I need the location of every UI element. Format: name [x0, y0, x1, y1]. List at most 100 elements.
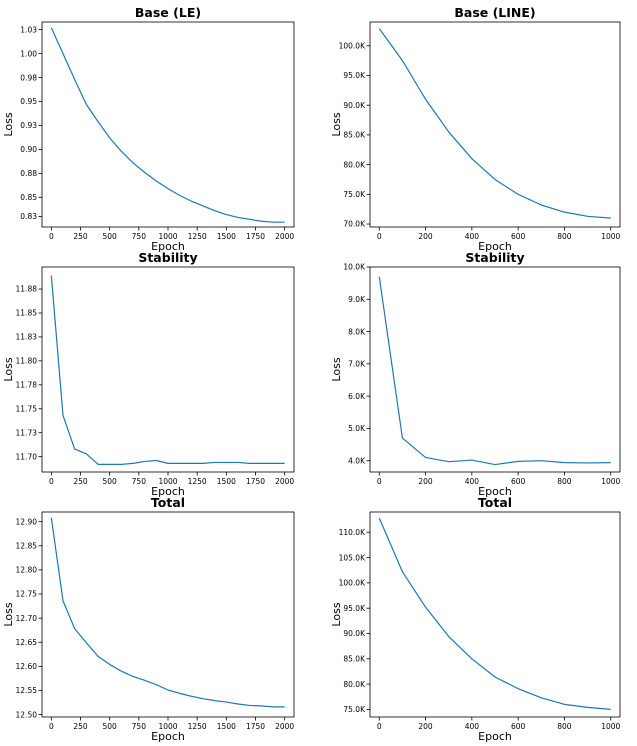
x-axis-label: Epoch [151, 485, 185, 498]
x-tick-label: 250 [73, 477, 88, 486]
y-tick-label: 105.0K [339, 553, 366, 562]
x-tick-label: 500 [103, 477, 118, 486]
y-tick-label: 5.0K [348, 424, 366, 433]
y-tick-label: 11.85 [16, 309, 38, 318]
y-tick-label: 7.0K [348, 360, 366, 369]
y-tick-label: 0.95 [20, 97, 37, 106]
x-tick-label: 1250 [188, 477, 207, 486]
x-tick-label: 1500 [217, 722, 236, 731]
x-tick-label: 750 [132, 477, 147, 486]
x-tick-label: 750 [132, 722, 147, 731]
x-tick-label: 750 [132, 232, 147, 241]
y-tick-label: 100.0K [339, 579, 366, 588]
y-tick-label: 4.0K [348, 456, 366, 465]
y-tick-label: 11.80 [16, 357, 38, 366]
x-tick-label: 0 [49, 232, 54, 241]
y-tick-label: 85.0K [343, 131, 366, 140]
y-tick-label: 1.03 [20, 25, 37, 34]
y-tick-label: 70.0K [343, 220, 366, 229]
loss-series-line [50, 275, 285, 465]
chart-title: Total [478, 495, 512, 510]
x-tick-label: 400 [465, 232, 480, 241]
chart-panel-6: Total 0 200 400 600 800 1000 75.0K 80.0K 85.0K 90.… [330, 495, 621, 743]
axes-frame [369, 266, 621, 473]
chart-panel-1: Base (LE) 0 250 500 750 1000 1250 1500 1750 2000 0… [2, 5, 294, 253]
y-tick-label: 90.0K [343, 629, 366, 638]
x-axis-label: Epoch [151, 730, 185, 743]
y-tick-label: 0.98 [20, 73, 37, 82]
y-tick-label: 100.0K [339, 41, 366, 50]
x-tick-label: 1750 [246, 232, 265, 241]
y-tick-label: 95.0K [343, 604, 366, 613]
y-axis-label: Loss [2, 112, 15, 136]
x-tick-label: 1000 [601, 232, 620, 241]
chart-panel-3: Stability 0 250 500 750 1000 1250 1500 1750 2000 1… [2, 250, 294, 498]
chart-title: Base (LE) [135, 5, 201, 20]
chart-title: Stability [138, 250, 197, 265]
x-axis-label: Epoch [478, 485, 512, 498]
loss-series-line [378, 28, 611, 219]
x-tick-label: 2000 [275, 722, 294, 731]
x-tick-label: 600 [511, 722, 526, 731]
x-axis-label: Epoch [151, 240, 185, 253]
y-axis-label: Loss [2, 357, 15, 381]
x-tick-label: 1000 [158, 722, 177, 731]
x-tick-label: 0 [49, 722, 54, 731]
y-tick-label: 10.0K [343, 263, 366, 272]
y-tick-label: 0.93 [20, 121, 37, 130]
y-axis-label: Loss [330, 112, 343, 136]
y-tick-label: 12.50 [16, 710, 38, 719]
chart-panel-4: Stability 0 200 400 600 800 1000 4.0K 5.0K 6.0K 7.… [330, 250, 621, 498]
axes-frame [41, 266, 295, 473]
y-tick-label: 12.75 [16, 590, 38, 599]
chart-title: Total [151, 495, 185, 510]
chart-title: Base (LINE) [454, 5, 535, 20]
y-tick-label: 9.0K [348, 295, 366, 304]
x-axis-label: Epoch [478, 240, 512, 253]
y-tick-label: 80.0K [343, 680, 366, 689]
y-tick-label: 11.75 [16, 404, 38, 413]
y-axis-label: Loss [330, 602, 343, 626]
y-tick-label: 75.0K [343, 190, 366, 199]
y-tick-label: 12.55 [16, 686, 38, 695]
chart-panel-5: Total 0 250 500 750 1000 1250 1500 1750 2000 12.50… [2, 495, 294, 743]
x-tick-label: 1000 [601, 477, 620, 486]
loss-series-line [378, 276, 611, 466]
y-tick-label: 12.60 [16, 662, 38, 671]
y-tick-label: 12.70 [16, 614, 38, 623]
y-tick-label: 11.83 [16, 333, 38, 342]
x-axis-label: Epoch [478, 730, 512, 743]
x-tick-label: 1000 [601, 722, 620, 731]
y-tick-label: 1.00 [20, 49, 37, 58]
x-tick-label: 200 [418, 232, 433, 241]
y-axis-label: Loss [330, 357, 343, 381]
axes-frame [41, 511, 295, 718]
loss-series-line [378, 517, 611, 711]
y-tick-label: 12.80 [16, 566, 38, 575]
x-tick-label: 2000 [275, 232, 294, 241]
x-tick-label: 500 [103, 232, 118, 241]
loss-series-line [50, 27, 285, 223]
x-tick-label: 1000 [158, 232, 177, 241]
y-tick-label: 11.78 [16, 381, 38, 390]
x-tick-label: 0 [49, 477, 54, 486]
x-tick-label: 1750 [246, 477, 265, 486]
y-tick-label: 11.73 [16, 428, 38, 437]
y-tick-label: 12.90 [16, 517, 38, 526]
x-tick-label: 800 [557, 232, 572, 241]
y-tick-label: 11.88 [16, 285, 38, 294]
y-tick-label: 75.0K [343, 705, 366, 714]
x-tick-label: 400 [465, 722, 480, 731]
y-tick-label: 85.0K [343, 654, 366, 663]
y-tick-label: 8.0K [348, 327, 366, 336]
x-tick-label: 800 [557, 477, 572, 486]
y-axis-label: Loss [2, 602, 15, 626]
y-tick-label: 80.0K [343, 160, 366, 169]
x-tick-label: 1000 [158, 477, 177, 486]
y-tick-label: 11.70 [16, 452, 38, 461]
axes-frame [369, 511, 621, 718]
x-tick-label: 250 [73, 232, 88, 241]
x-tick-label: 1750 [246, 722, 265, 731]
x-tick-label: 2000 [275, 477, 294, 486]
